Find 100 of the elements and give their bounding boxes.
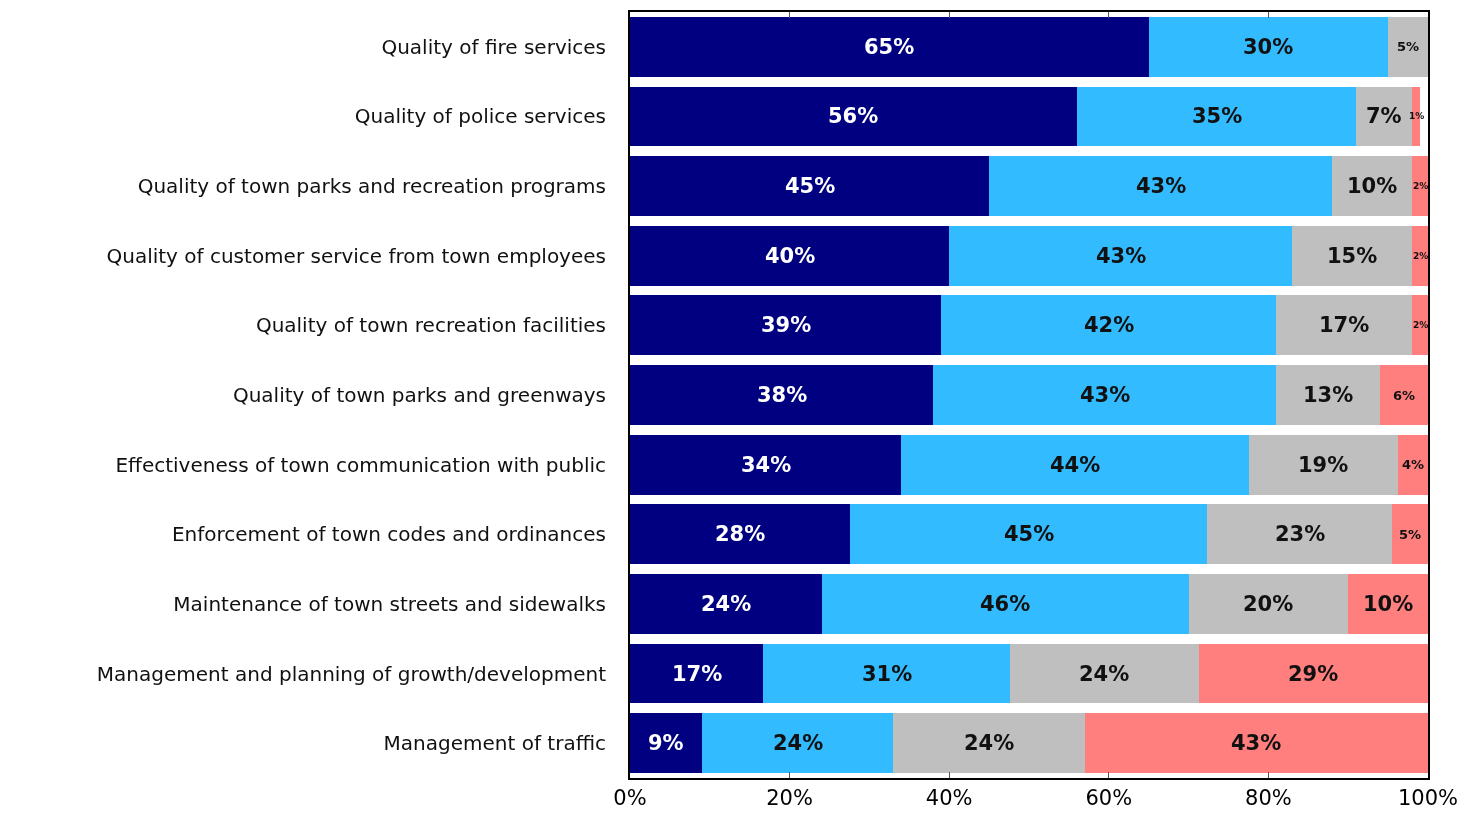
bar [630,573,822,634]
bar [630,156,990,217]
y-tick-label: Management and planning of growth/development [96,661,607,686]
data-label: 42% [1084,313,1135,337]
bar [949,225,1293,286]
data-label: 24% [1079,662,1130,686]
bar [1276,365,1381,425]
data-label: 29% [1288,662,1339,686]
bar [1412,225,1428,286]
y-tick-label: Quality of town parks and greenways [232,383,606,407]
bar [630,225,950,286]
data-label: 43% [1096,244,1147,268]
data-label: 43% [1231,731,1282,755]
bar [1188,573,1349,634]
bar [901,434,1250,495]
bar [763,643,1010,704]
data-label: 13% [1303,383,1354,407]
bar [1348,573,1428,634]
data-label: 65% [864,35,915,59]
data-label: 10% [1363,592,1414,616]
bar [1198,643,1428,704]
data-label: 9% [648,731,684,755]
data-label: 45% [785,174,836,198]
bar [630,434,902,495]
data-label: 17% [672,662,723,686]
bar [1249,434,1398,495]
data-label: 31% [862,662,913,686]
bar [1292,225,1413,286]
x-tick-label: 20% [766,786,813,811]
data-label: 15% [1327,244,1378,268]
data-label: 24% [964,731,1015,755]
data-label: 4% [1402,457,1425,472]
data-label: 2% [1413,251,1429,261]
data-label: 46% [980,592,1031,616]
y-tick-label: Quality of fire services [381,34,606,59]
bar [630,365,934,425]
data-label: 24% [701,592,752,616]
data-label: 2% [1413,320,1429,330]
data-label: 23% [1275,522,1326,546]
data-label: 5% [1399,527,1422,542]
data-label: 34% [741,453,792,477]
data-label: 39% [761,313,812,337]
data-label: 56% [828,104,879,128]
bar [1206,504,1393,565]
data-label: 19% [1298,453,1349,477]
x-tick-label: 0% [613,786,647,811]
bar [1380,365,1428,425]
data-label: 44% [1050,453,1101,477]
bar [630,86,1077,147]
data-label: 6% [1393,388,1416,403]
data-label: 24% [773,731,824,755]
bar [821,573,1189,634]
bar [989,156,1333,217]
data-label: 20% [1243,592,1294,616]
bar [1388,16,1428,77]
y-tick-label: Quality of town recreation facilities [255,313,606,338]
bar [1276,295,1413,356]
x-tick-label: 100% [1397,786,1459,811]
bar [1412,295,1428,356]
data-label: 2% [1413,181,1429,191]
data-label: 43% [1080,383,1131,407]
data-label: 10% [1347,174,1398,198]
bar [630,504,851,565]
data-label: 35% [1192,104,1243,128]
bar [941,295,1277,356]
bar [630,16,1149,77]
y-tick-label: Enforcement of town codes and ordinances [171,522,606,547]
bar [1009,643,1199,704]
bar [701,713,894,774]
y-tick-label: Quality of police services [354,104,606,129]
bar [893,713,1085,774]
bar [630,713,702,774]
bar [1148,16,1389,77]
data-label: 43% [1136,174,1187,198]
data-label: 7% [1366,104,1402,128]
bar [1084,713,1428,774]
bar [630,295,942,356]
bar [630,643,764,704]
y-tick-label: Management of traffic [383,731,606,756]
bar [1076,86,1357,147]
y-tick-label: Quality of town parks and recreation programs [137,174,606,199]
data-label: 28% [715,522,766,546]
data-label: 5% [1397,39,1420,54]
bar [1397,434,1428,495]
bar [1412,156,1428,217]
data-label: 38% [757,383,808,407]
data-label: 17% [1319,313,1370,337]
x-tick-label: 60% [1085,786,1133,811]
data-label: 40% [765,244,816,268]
bar [1392,504,1428,565]
y-tick-label: Maintenance of town streets and sidewalks [173,591,606,616]
data-label: 30% [1243,35,1294,59]
x-tick-label: 40% [925,786,973,811]
data-label: 45% [1004,522,1055,546]
y-tick-label: Effectiveness of town communication with public [115,452,606,477]
y-tick-label: Quality of customer service from town employees [106,243,606,268]
bar [850,504,1207,565]
bar [1332,156,1413,217]
bar [933,365,1277,425]
x-tick-label: 80% [1245,786,1292,811]
